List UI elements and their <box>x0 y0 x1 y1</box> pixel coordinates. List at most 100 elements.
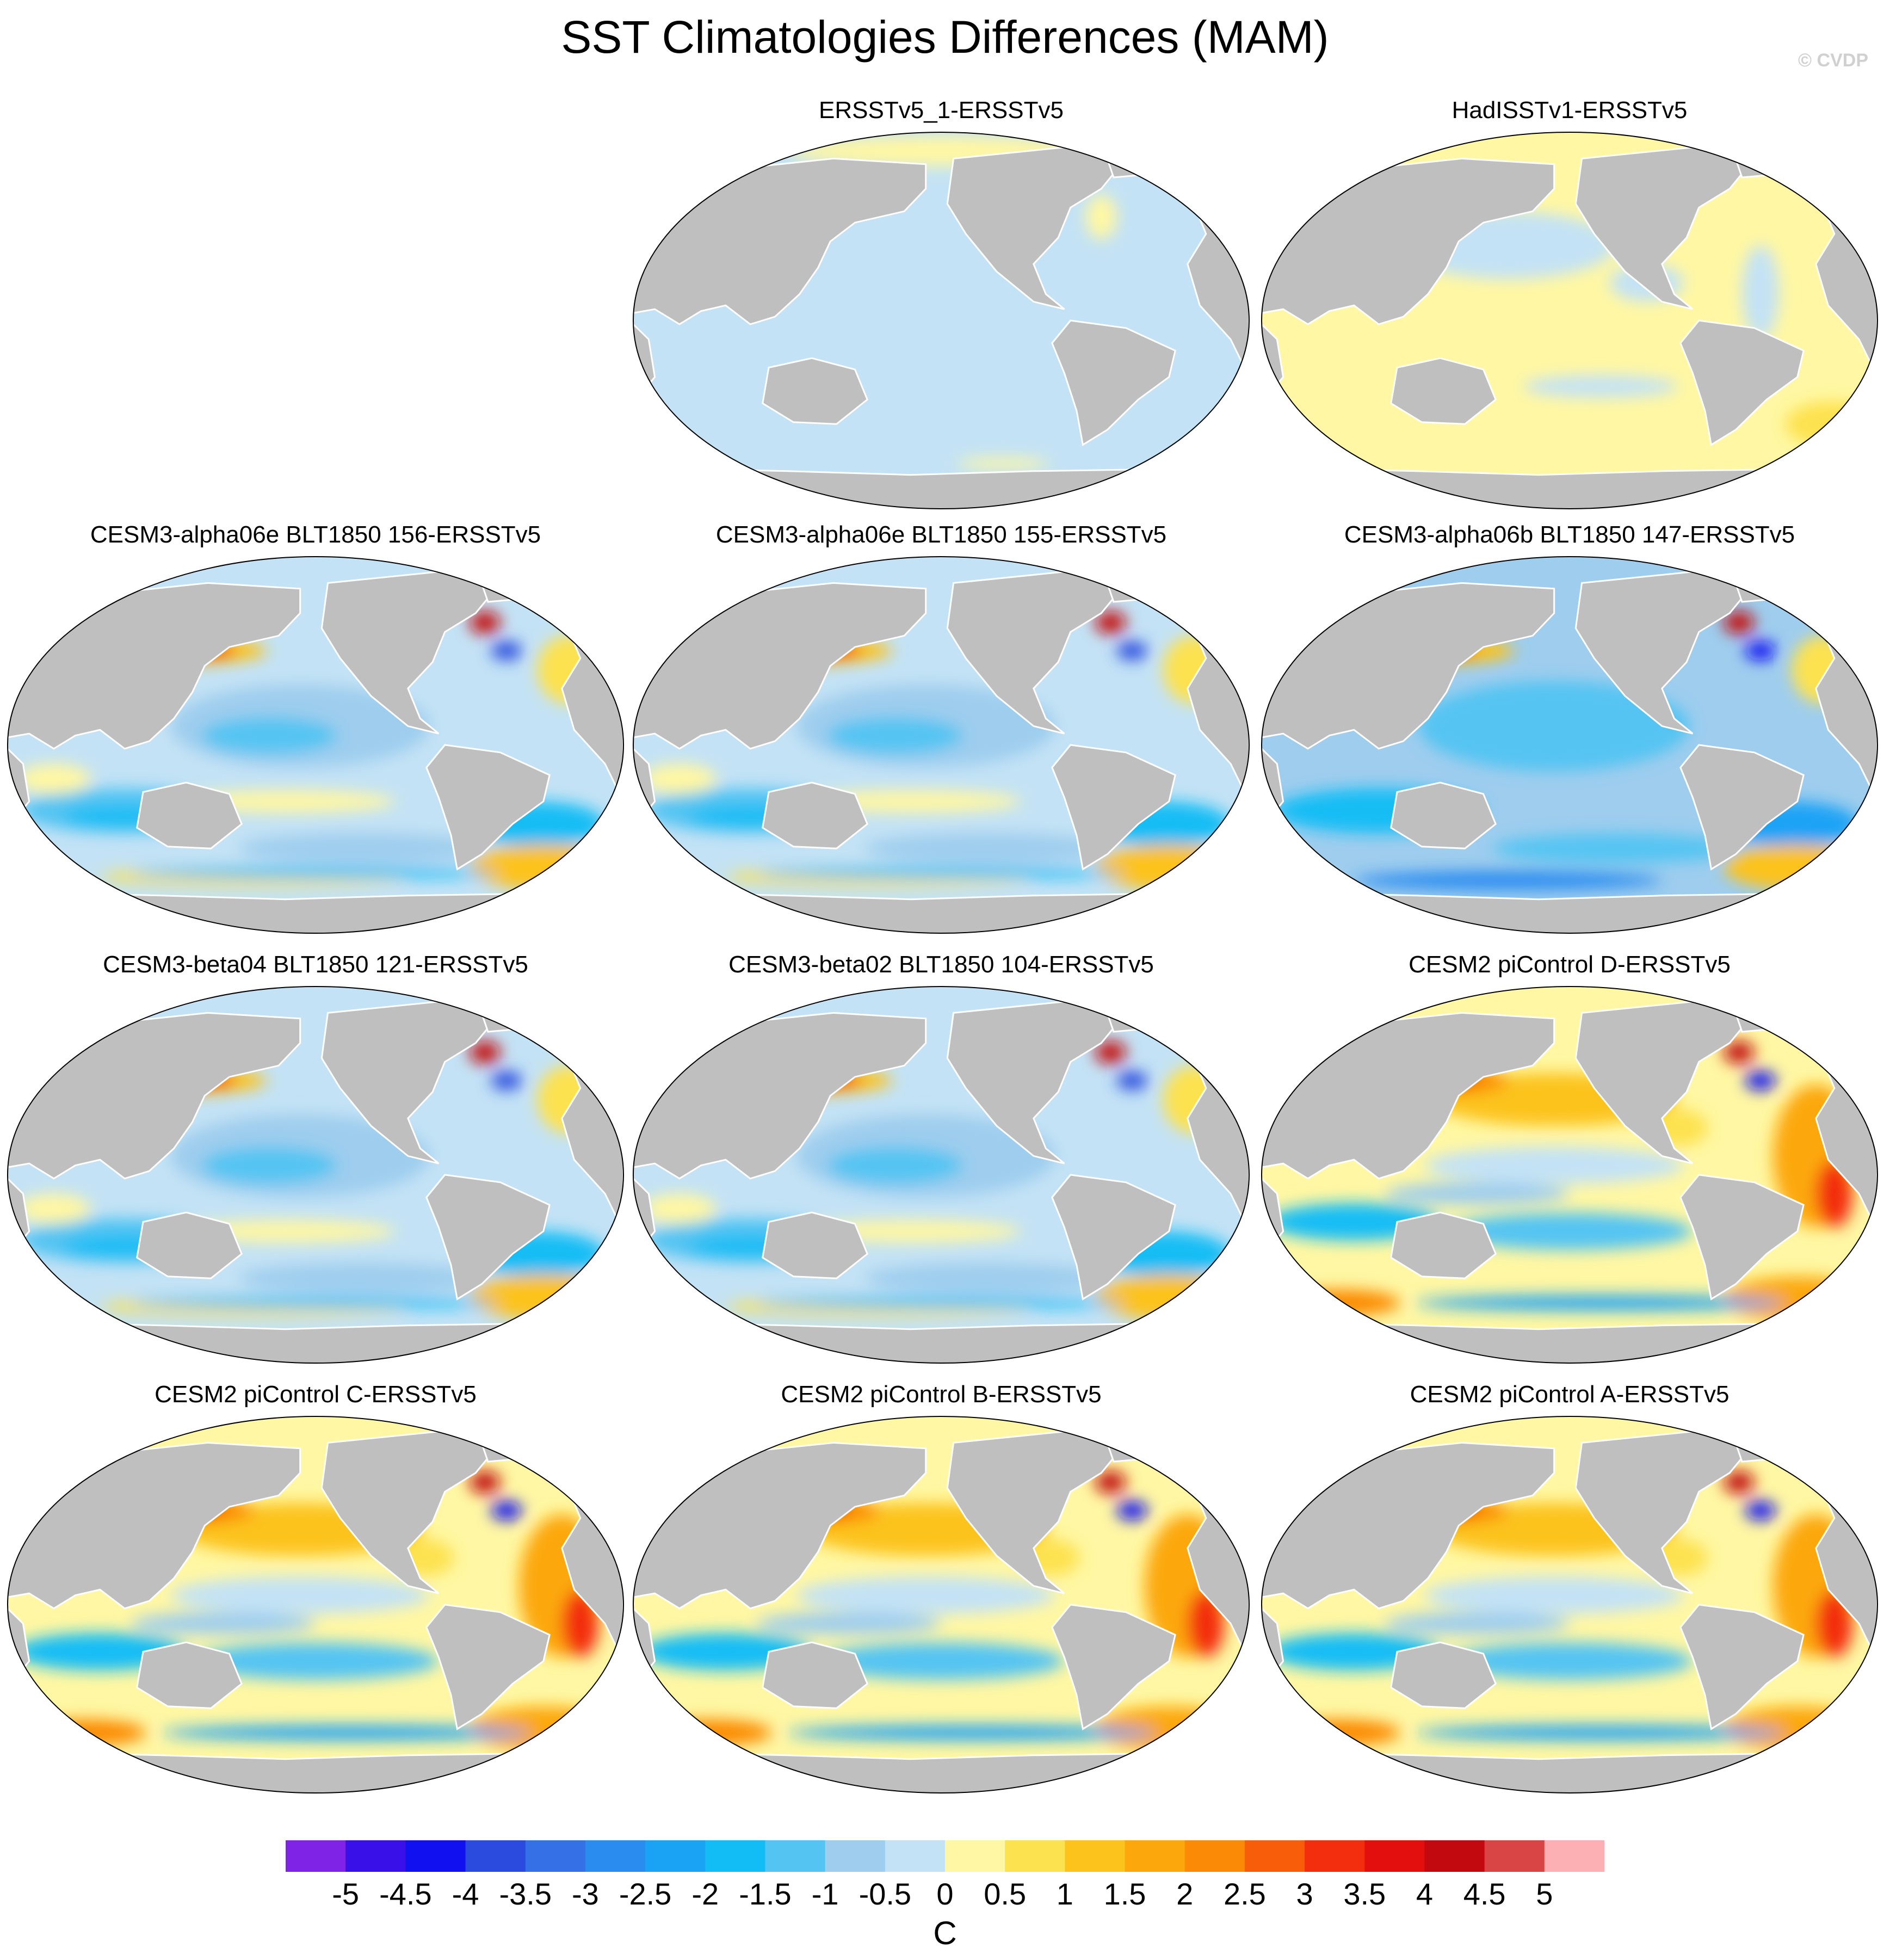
landmass-greenland <box>474 1425 551 1463</box>
panel-title: CESM3-alpha06e BLT1850 156-ERSSTv5 <box>90 521 541 548</box>
anomaly-region <box>491 1071 522 1090</box>
map-outline <box>1261 132 1878 509</box>
anomaly-region <box>787 1725 1157 1741</box>
landmass-antarctica <box>1262 1751 1877 1793</box>
anomaly-region <box>1745 1071 1776 1090</box>
map-panel: CESM2 piControl A-ERSSTv5 <box>1259 1379 1880 1804</box>
landmass-antarctica <box>1262 466 1877 509</box>
sst-difference-map <box>633 132 1250 509</box>
anomaly-region <box>1095 1041 1126 1064</box>
colorbar-swatch <box>1005 1840 1065 1872</box>
anomaly-region <box>1095 1274 1243 1320</box>
landmass-eurasia <box>1262 1012 1555 1180</box>
figure-title: SST Climatologies Differences (MAM) <box>561 11 1329 63</box>
map-panel: ERSSTv5_1-ERSSTv5 <box>631 95 1251 520</box>
landmass-greenland <box>1100 1425 1177 1463</box>
panel-title: CESM2 piControl D-ERSSTv5 <box>1409 951 1731 978</box>
landmass-australia <box>762 357 869 425</box>
colorbar-tick-label: -1.5 <box>739 1877 792 1911</box>
landmass-greenland <box>1100 995 1177 1033</box>
sst-difference-map <box>633 556 1250 934</box>
landmass-eurasia <box>633 157 927 325</box>
anomaly-region <box>491 641 522 661</box>
anomaly-region <box>1385 1612 1570 1635</box>
anomaly-region <box>1354 871 1662 890</box>
colorbar-tick-label: 2 <box>1176 1877 1194 1911</box>
landmass-greenland <box>1100 565 1177 603</box>
anomaly-region <box>1724 845 1872 890</box>
landmass-australia <box>136 781 243 849</box>
anomaly-region <box>756 1612 941 1635</box>
colorbar-ticks: -5 -4.5 -4 -3.5 -3 -2.5 -2 -1.5 -1 -0.5 0 0.5 1 1.5 2 2… <box>0 1875 1890 1913</box>
anomaly-region <box>1724 1471 1755 1494</box>
landmass-southAm <box>1679 1604 1805 1730</box>
panel-title: CESM3-beta02 BLT1850 104-ERSSTv5 <box>728 951 1154 978</box>
colorbar-tick-label: 3 <box>1296 1877 1313 1911</box>
colorbar-tick-label: -1 <box>811 1877 839 1911</box>
anomaly-region <box>1724 1041 1755 1064</box>
map-outline <box>633 556 1250 934</box>
colorbar-tick-label: 0.5 <box>984 1877 1027 1911</box>
anomaly-region <box>864 1263 1111 1293</box>
landmass-eurasia <box>1262 582 1555 750</box>
map-outline <box>7 1416 624 1793</box>
colorbar-swatch <box>1125 1840 1185 1872</box>
colorbar-swatch <box>1305 1840 1365 1872</box>
landmass-greenland <box>1728 1425 1805 1463</box>
colorbar-tick-label: 5 <box>1536 1877 1553 1911</box>
map-panel: CESM3-alpha06e BLT1850 156-ERSSTv5 <box>5 520 626 944</box>
anomaly-region <box>131 1612 316 1635</box>
landmass-antarctica <box>8 1751 623 1793</box>
landmass-southAm <box>1679 1174 1805 1300</box>
landmass-southAm <box>425 744 551 871</box>
landmass-greenland <box>1728 995 1805 1033</box>
anomaly-region <box>1745 1501 1776 1520</box>
anomaly-region <box>470 1041 501 1064</box>
map-panel: CESM3-alpha06b BLT1850 147-ERSSTv5 <box>1259 520 1880 944</box>
colorbar-swatch <box>465 1840 526 1872</box>
colorbar-tick-label: -5 <box>332 1877 360 1911</box>
landmass-greenland <box>1728 140 1805 178</box>
landmass-eurasia <box>8 582 301 750</box>
map-panel: CESM2 piControl C-ERSSTv5 <box>5 1379 626 1804</box>
landmass-greenland <box>1728 565 1805 603</box>
landmass-australia <box>1390 357 1497 425</box>
map-panel: HadISSTv1-ERSSTv5 <box>1259 95 1880 520</box>
landmass-southAm <box>1679 744 1805 871</box>
colorbar-swatch <box>585 1840 646 1872</box>
map-outline <box>1261 986 1878 1364</box>
landmass-antarctica <box>633 1751 1249 1793</box>
anomaly-region <box>827 1147 963 1185</box>
panel-title: CESM2 piControl A-ERSSTv5 <box>1410 1381 1730 1408</box>
anomaly-region <box>1424 1576 1684 1614</box>
landmass-australia <box>136 1211 243 1279</box>
colorbar-swatch <box>705 1840 765 1872</box>
map-panel: CESM2 piControl B-ERSSTv5 <box>631 1379 1251 1804</box>
anomaly-region <box>161 1725 532 1741</box>
anomaly-region <box>470 1274 617 1320</box>
panel-title: HadISSTv1-ERSSTv5 <box>1452 97 1688 124</box>
map-outline <box>1261 1416 1878 1793</box>
landmass-southAm <box>1051 1174 1176 1300</box>
anomaly-region <box>1116 1501 1148 1520</box>
landmass-antarctica <box>1262 891 1877 933</box>
anomaly-region <box>1116 1071 1148 1090</box>
anomaly-region <box>796 1576 1055 1614</box>
landmass-eurasia <box>1262 1441 1555 1610</box>
map-outline <box>633 986 1250 1364</box>
anomaly-region <box>1741 245 1779 340</box>
colorbar-swatch <box>345 1840 406 1872</box>
landmass-eurasia <box>633 1012 927 1180</box>
colorbar-tick-label: 3.5 <box>1343 1877 1386 1911</box>
anomaly-region <box>201 1147 337 1185</box>
sst-difference-map <box>7 986 624 1364</box>
colorbar-swatch <box>765 1840 826 1872</box>
map-outline <box>633 132 1250 509</box>
colorbar-swatch <box>1364 1840 1425 1872</box>
anomaly-region <box>238 1263 485 1293</box>
colorbar-swatch <box>945 1840 1005 1872</box>
anomaly-region <box>1277 1719 1400 1746</box>
colorbar-swatch <box>1244 1840 1305 1872</box>
map-outline <box>633 1416 1250 1793</box>
landmass-southAm <box>425 1604 551 1730</box>
